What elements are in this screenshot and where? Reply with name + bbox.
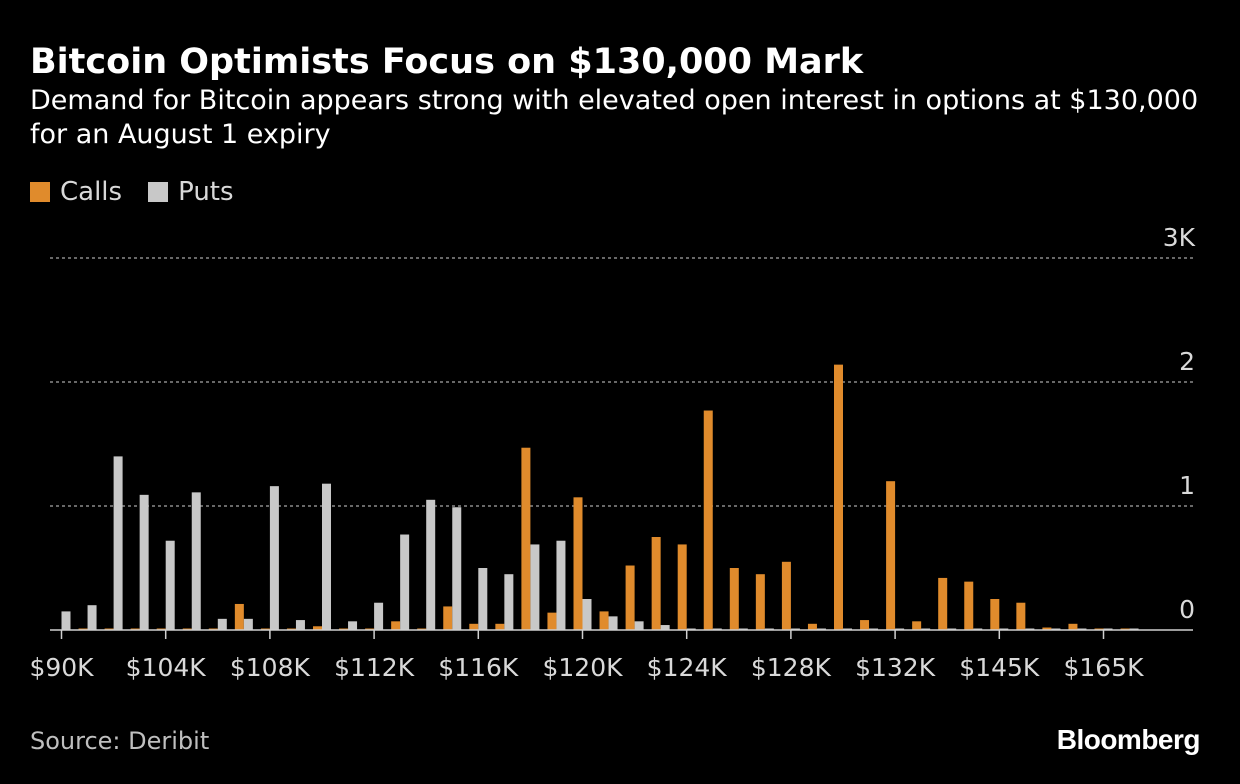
- x-tick-label: $132K: [855, 653, 936, 682]
- x-tick-label: $116K: [438, 653, 519, 682]
- puts-bar: [478, 568, 488, 630]
- puts-bar: [400, 534, 410, 630]
- bloomberg-logo: Bloomberg: [1056, 724, 1201, 755]
- puts-bar: [660, 625, 670, 630]
- legend-item-calls: Calls: [30, 177, 122, 207]
- calls-bar: [729, 568, 739, 630]
- puts-bar: [608, 616, 618, 630]
- source-note: Source: Deribit: [30, 727, 210, 755]
- puts-bar: [139, 494, 149, 630]
- puts-bar: [556, 540, 566, 630]
- puts-swatch: [148, 182, 169, 202]
- x-tick-label: $108K: [230, 653, 311, 682]
- calls-bar: [391, 621, 401, 630]
- x-tick-label: $128K: [751, 653, 832, 682]
- x-tick-label: $124K: [647, 653, 728, 682]
- chart-title: Bitcoin Optimists Focus on $130,000 Mark: [30, 42, 864, 82]
- puts-bar: [191, 492, 201, 630]
- calls-bar: [313, 626, 322, 630]
- calls-bar: [443, 606, 453, 630]
- puts-bar: [269, 486, 279, 630]
- puts-bar: [165, 540, 175, 630]
- calls-bar: [860, 620, 870, 630]
- calls-bar: [1016, 602, 1026, 630]
- puts-bar: [243, 618, 253, 630]
- calls-bar: [1042, 627, 1052, 630]
- calls-bar: [703, 410, 713, 630]
- puts-bar: [217, 618, 227, 630]
- calls-bar: [1068, 623, 1078, 630]
- chart-subtitle: Demand for Bitcoin appears strong with e…: [30, 85, 1199, 150]
- calls-swatch: [30, 182, 50, 202]
- calls-bar: [912, 621, 922, 630]
- puts-bar: [348, 621, 358, 630]
- puts-bar: [530, 544, 540, 630]
- y-tick-label: 2: [1179, 347, 1195, 376]
- puts-bar: [87, 605, 97, 630]
- calls-bar: [599, 611, 609, 630]
- calls-bar: [755, 574, 765, 630]
- calls-bar: [990, 599, 1000, 630]
- puts-bar: [113, 456, 123, 630]
- puts-bar: [61, 611, 71, 630]
- x-tick-label: $112K: [334, 653, 415, 682]
- x-tick-label: $104K: [126, 653, 207, 682]
- calls-bar: [547, 612, 557, 630]
- x-tick-label: $90K: [29, 653, 94, 682]
- legend-label-calls: Calls: [60, 177, 123, 207]
- calls-bar: [886, 481, 896, 630]
- puts-bar: [582, 599, 592, 630]
- calls-bar: [781, 561, 791, 630]
- x-tick-label: $165K: [1063, 653, 1144, 682]
- y-tick-label: 3K: [1163, 223, 1196, 252]
- y-tick-label: 1: [1179, 471, 1195, 500]
- legend: Calls Puts: [30, 175, 260, 209]
- puts-bar: [295, 620, 305, 630]
- puts-bar: [374, 602, 384, 630]
- calls-bar: [573, 497, 583, 630]
- calls-bar: [938, 577, 948, 630]
- calls-bar: [677, 544, 687, 630]
- legend-item-puts: Puts: [148, 177, 234, 207]
- calls-bar: [651, 537, 661, 630]
- calls-bar: [834, 364, 843, 630]
- calls-bar: [964, 581, 974, 630]
- puts-bar: [322, 483, 331, 630]
- x-tick-label: $145K: [959, 653, 1040, 682]
- legend-label-puts: Puts: [178, 177, 234, 207]
- calls-bar: [521, 447, 531, 630]
- calls-bar: [234, 603, 244, 630]
- calls-bar: [807, 623, 817, 630]
- puts-bar: [426, 499, 436, 630]
- y-tick-label: 0: [1179, 595, 1195, 624]
- calls-bar: [469, 623, 479, 630]
- puts-bar: [504, 574, 514, 630]
- calls-bar: [625, 565, 635, 630]
- calls-bar: [495, 623, 505, 630]
- puts-bar: [634, 621, 644, 630]
- puts-bar: [452, 507, 462, 630]
- x-tick-label: $120K: [542, 653, 623, 682]
